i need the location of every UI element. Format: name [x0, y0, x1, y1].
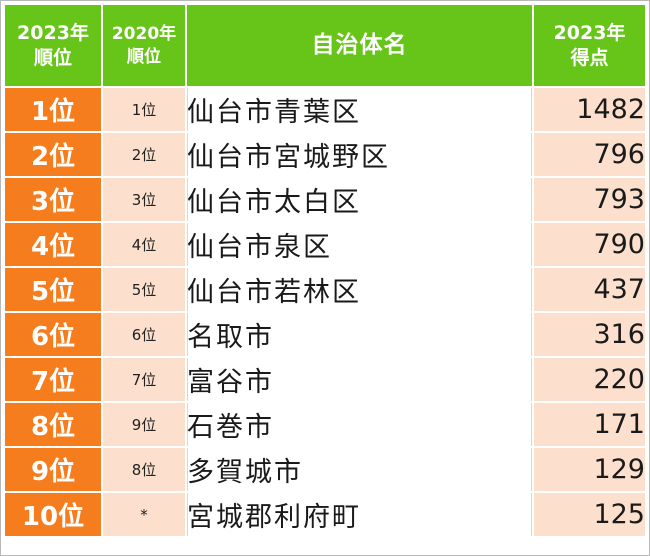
rank-2023-cell: 4位 — [5, 223, 103, 268]
municipality-cell: 富谷市 — [187, 358, 534, 403]
rank-2023-cell: 5位 — [5, 268, 103, 313]
header-rank-2023: 2023年 順位 — [5, 5, 103, 88]
score-cell: 1482 — [534, 88, 645, 133]
header-score-2023-label: 得点 — [570, 46, 609, 69]
municipality-cell: 仙台市太白区 — [187, 178, 534, 223]
rank-2020-cell: 1位 — [103, 88, 187, 133]
table-row: 9位 8位 多賀城市 129 — [5, 448, 645, 493]
municipality-cell: 仙台市青葉区 — [187, 88, 534, 133]
rank-2023-cell: 7位 — [5, 358, 103, 403]
header-rank-2020-year: 2020年 — [111, 24, 177, 45]
score-cell: 793 — [534, 178, 645, 223]
table-row: 6位 6位 名取市 316 — [5, 313, 645, 358]
header-rank-2023-label: 順位 — [33, 46, 72, 69]
municipality-cell: 名取市 — [187, 313, 534, 358]
score-cell: 437 — [534, 268, 645, 313]
header-row: 2023年 順位 2020年 順位 自治体名 2023年 得点 — [5, 5, 645, 88]
score-cell: 796 — [534, 133, 645, 178]
header-score-2023: 2023年 得点 — [534, 5, 645, 88]
rank-2023-cell: 10位 — [5, 493, 103, 538]
rank-2020-cell: * — [103, 493, 187, 538]
rank-2023-cell: 2位 — [5, 133, 103, 178]
rank-2023-cell: 1位 — [5, 88, 103, 133]
score-cell: 125 — [534, 493, 645, 538]
header-score-2023-year: 2023年 — [553, 21, 626, 44]
rank-2023-cell: 6位 — [5, 313, 103, 358]
table-row: 1位 1位 仙台市青葉区 1482 — [5, 88, 645, 133]
header-municipality: 自治体名 — [187, 5, 534, 88]
rank-2020-cell: 3位 — [103, 178, 187, 223]
municipality-cell: 多賀城市 — [187, 448, 534, 493]
score-cell: 171 — [534, 403, 645, 448]
score-cell: 220 — [534, 358, 645, 403]
rank-2020-cell: 8位 — [103, 448, 187, 493]
municipality-cell: 宮城郡利府町 — [187, 493, 534, 538]
table-row: 5位 5位 仙台市若林区 437 — [5, 268, 645, 313]
header-rank-2023-year: 2023年 — [17, 21, 89, 44]
table-row: 8位 9位 石巻市 171 — [5, 403, 645, 448]
table-row: 3位 3位 仙台市太白区 793 — [5, 178, 645, 223]
rank-2020-cell: 7位 — [103, 358, 187, 403]
rank-2020-cell: 9位 — [103, 403, 187, 448]
table-row: 10位 * 宮城郡利府町 125 — [5, 493, 645, 538]
rank-2020-cell: 6位 — [103, 313, 187, 358]
municipality-cell: 石巻市 — [187, 403, 534, 448]
rank-2023-cell: 3位 — [5, 178, 103, 223]
municipality-cell: 仙台市泉区 — [187, 223, 534, 268]
rank-2020-cell: 5位 — [103, 268, 187, 313]
table-row: 4位 4位 仙台市泉区 790 — [5, 223, 645, 268]
score-cell: 129 — [534, 448, 645, 493]
rank-2020-cell: 2位 — [103, 133, 187, 178]
municipality-cell: 仙台市宮城野区 — [187, 133, 534, 178]
rank-2023-cell: 9位 — [5, 448, 103, 493]
score-cell: 790 — [534, 223, 645, 268]
rank-2020-cell: 4位 — [103, 223, 187, 268]
ranking-table: 2023年 順位 2020年 順位 自治体名 2023年 得点 1位 1位 仙台… — [5, 5, 645, 538]
table-row: 7位 7位 富谷市 220 — [5, 358, 645, 403]
header-rank-2020: 2020年 順位 — [103, 5, 187, 88]
score-cell: 316 — [534, 313, 645, 358]
table-row: 2位 2位 仙台市宮城野区 796 — [5, 133, 645, 178]
header-rank-2020-label: 順位 — [127, 46, 161, 67]
municipality-cell: 仙台市若林区 — [187, 268, 534, 313]
rank-2023-cell: 8位 — [5, 403, 103, 448]
